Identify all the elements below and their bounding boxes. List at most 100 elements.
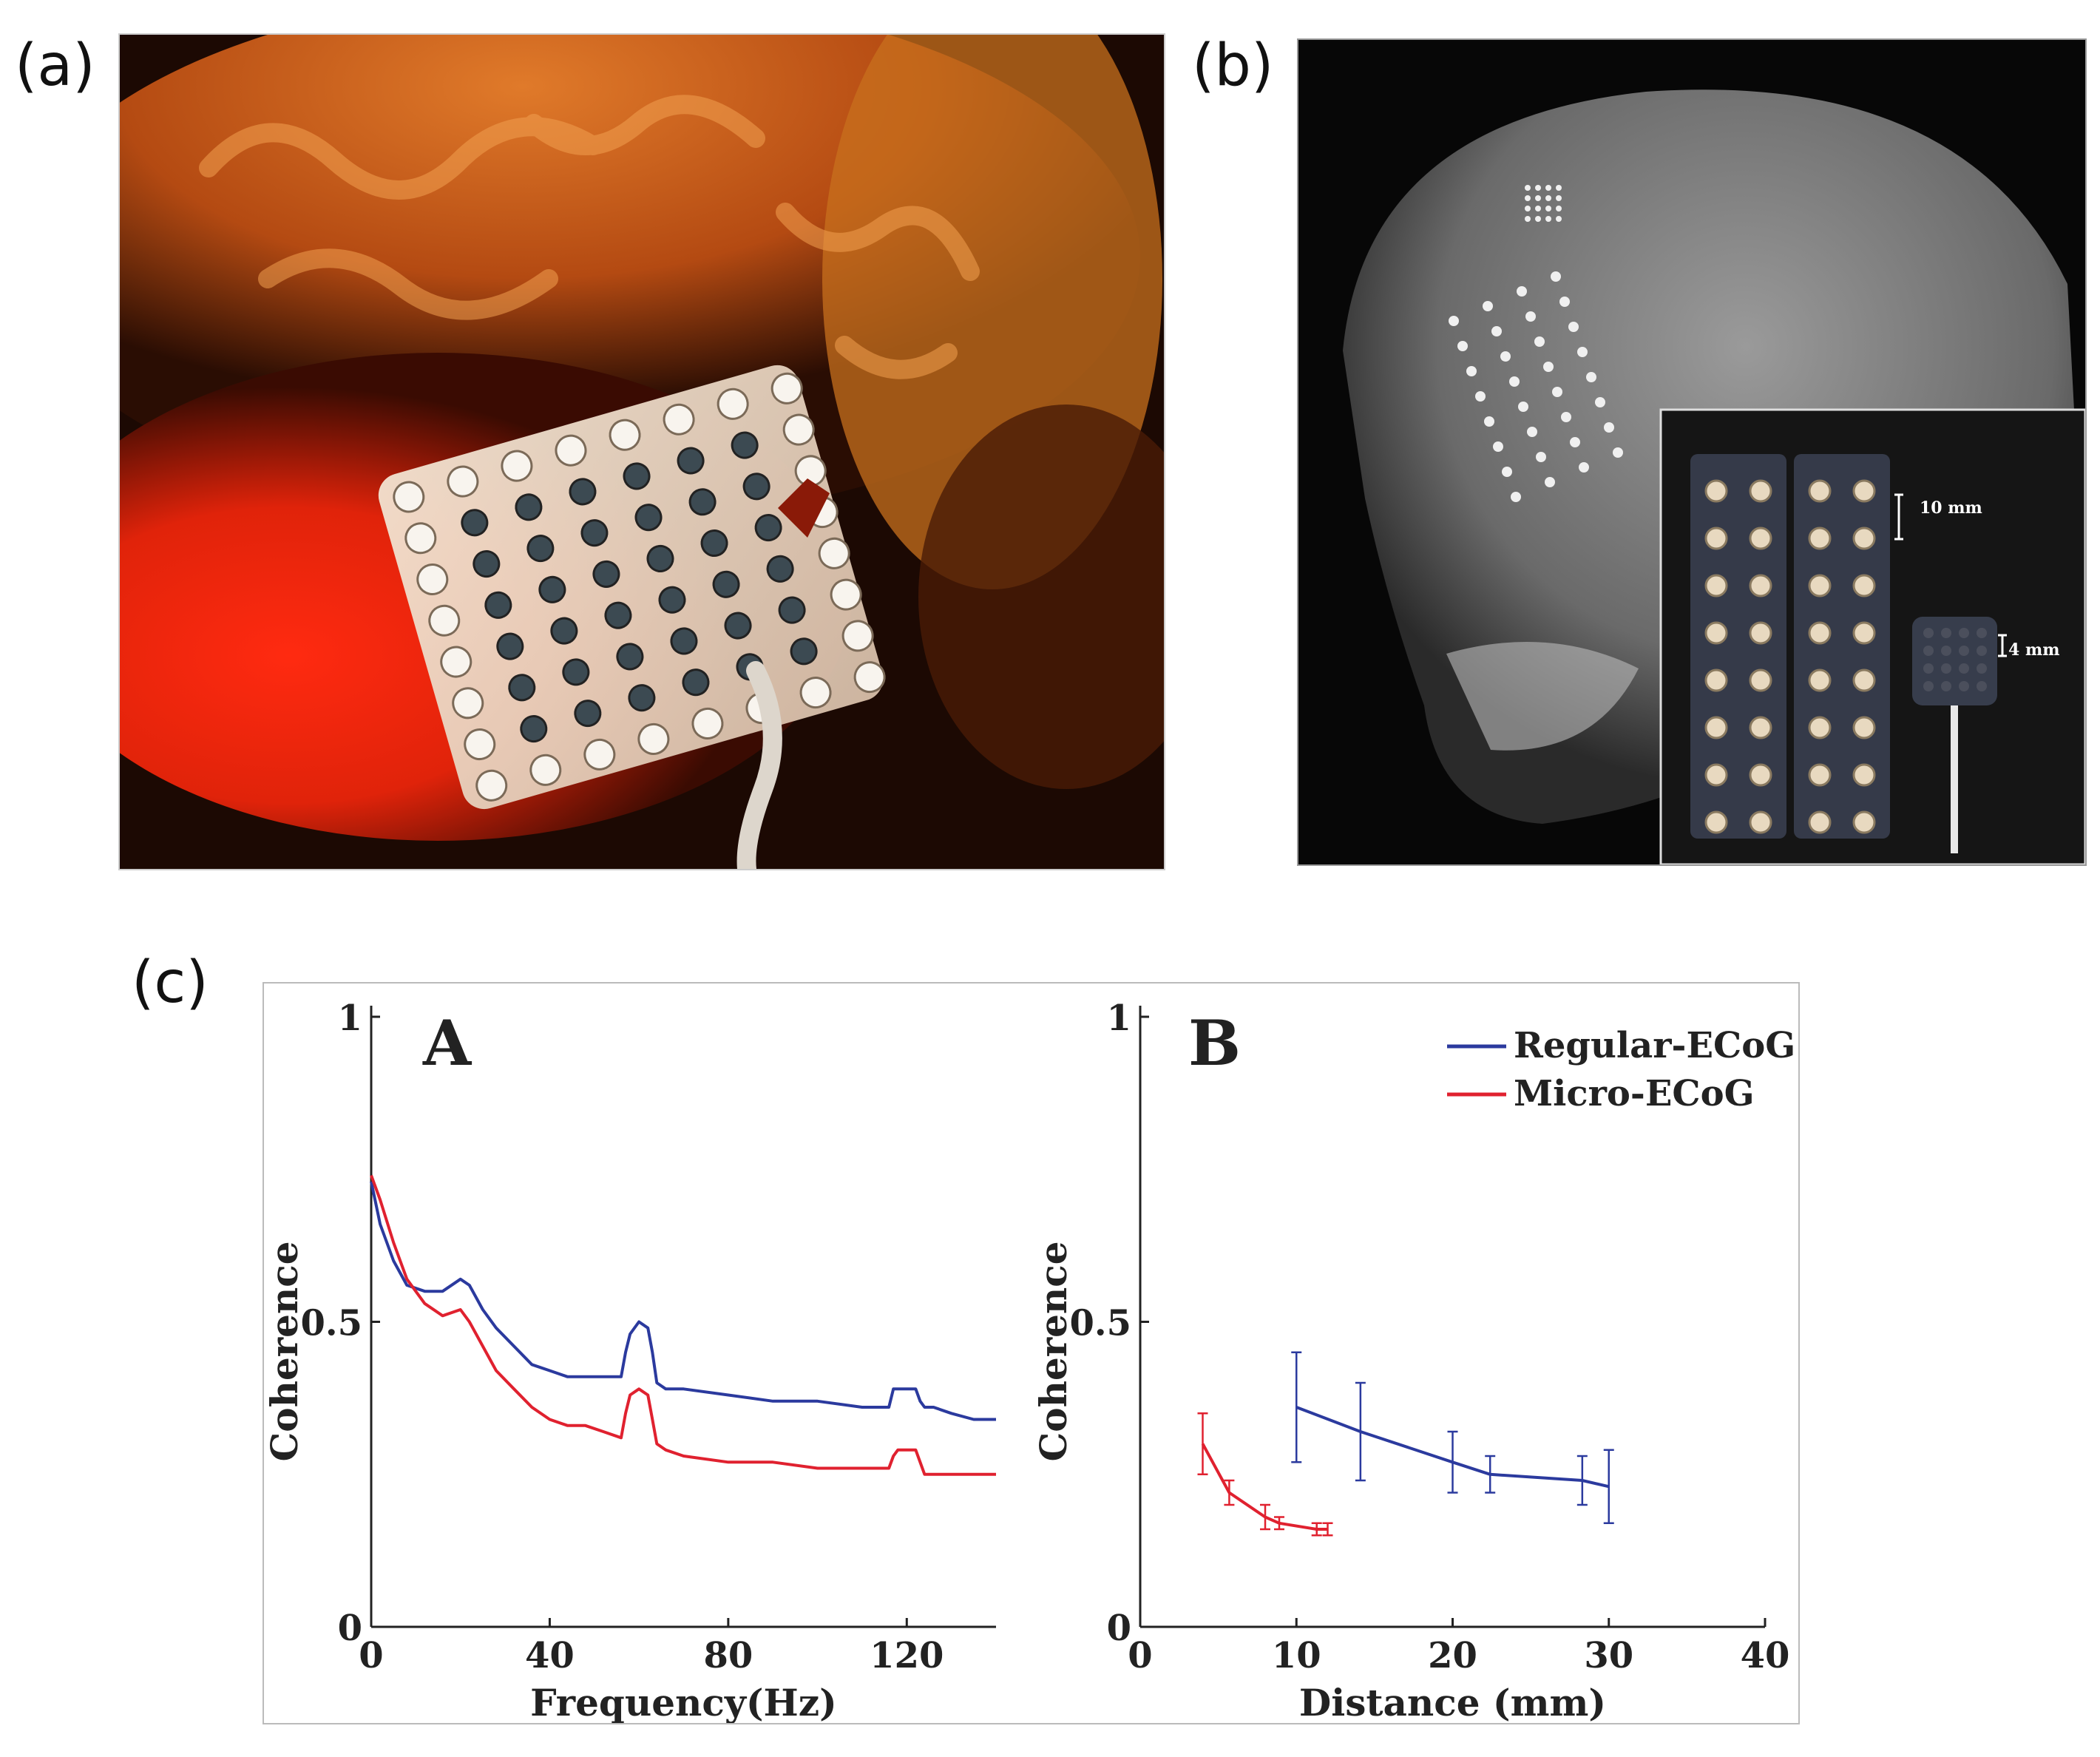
electrode-contact [691, 707, 724, 739]
spacing-4mm-label: 4 mm [2008, 640, 2060, 660]
inset-regular-electrode [1704, 763, 1728, 787]
electrode-contact [616, 643, 644, 671]
inset-regular-electrode [1749, 668, 1772, 692]
electrode-contact [574, 700, 602, 728]
inset-regular-electrode [1808, 810, 1832, 834]
xray-micro-dot [1525, 195, 1531, 201]
xray-electrode-dot [1543, 362, 1554, 372]
electrode-grid-photo [118, 33, 1165, 870]
inset-regular-electrode [1749, 527, 1772, 550]
y-tick-label: 1 [338, 998, 362, 1039]
xray-electrode-dot [1534, 336, 1545, 347]
xray-micro-dot [1535, 206, 1541, 211]
xray-electrode-dot [1449, 316, 1459, 326]
xray-electrode-dot [1518, 402, 1528, 412]
inset-regular-electrode [1852, 810, 1876, 834]
xray-electrode-dot [1457, 341, 1468, 351]
electrode-contact [658, 586, 686, 614]
skull-xray-photo: 10 mm 4 mm [1297, 38, 2087, 866]
xray-electrode-dot [1491, 326, 1502, 336]
inset-regular-electrode [1852, 621, 1876, 645]
xray-micro-dot [1535, 195, 1541, 201]
electrode-contact [440, 646, 472, 678]
panel-letter: B [1188, 1006, 1241, 1080]
electrode-contact [782, 413, 815, 446]
electrode-contact [646, 544, 674, 572]
inset-regular-electrode [1808, 479, 1832, 503]
inset-regular-electrode [1808, 621, 1832, 645]
electrode-contact [496, 632, 524, 660]
electrode-contact [623, 462, 651, 490]
xray-micro-dot [1525, 185, 1531, 191]
electrode-grid-illustration [120, 35, 1164, 869]
electrode-contact [428, 604, 461, 637]
xray-micro-dot [1545, 195, 1551, 201]
electrode-contact [688, 488, 717, 516]
xray-electrode-dot [1568, 322, 1579, 332]
inset-regular-electrode [1808, 716, 1832, 739]
x-axis-label: Distance (mm) [1299, 1681, 1606, 1723]
xray-electrode-dot [1527, 427, 1537, 437]
electrode-contact [799, 677, 832, 709]
xray-electrode-dot [1502, 467, 1512, 477]
electrode-contact [538, 575, 566, 603]
electrode-contact [583, 738, 616, 771]
xray-micro-dot [1556, 195, 1562, 201]
xray-electrode-dot [1551, 271, 1561, 282]
y-tick-label: 0.5 [1069, 1303, 1131, 1344]
x-tick-label: 20 [1428, 1635, 1477, 1676]
inset-regular-electrode [1704, 479, 1728, 503]
electrode-contact [628, 684, 656, 712]
inset-regular-electrode [1704, 716, 1728, 739]
xray-micro-dot [1525, 216, 1531, 222]
xray-electrode-dot [1484, 416, 1494, 427]
xray-electrode-dot [1525, 311, 1536, 322]
xray-micro-dot [1545, 216, 1551, 222]
series-line-micro-ecog [370, 1174, 996, 1476]
xray-micro-dot [1556, 185, 1562, 191]
electrode-contact [515, 493, 543, 521]
electrode-contact [472, 550, 501, 578]
y-tick-label: 0 [338, 1608, 362, 1649]
xray-electrode-dot [1595, 397, 1605, 407]
electrode-contact [700, 529, 728, 558]
y-tick-label: 0 [1107, 1608, 1131, 1649]
inset-regular-electrode [1808, 763, 1832, 787]
legend: Regular-ECoG Micro-ECoG [1447, 1025, 1795, 1114]
inset-regular-electrode [1749, 621, 1772, 645]
panel-letter: A [422, 1006, 472, 1080]
inset-regular-electrode [1808, 574, 1832, 597]
inset-regular-electrode [1704, 574, 1728, 597]
inset-regular-electrode [1852, 763, 1876, 787]
y-tick-label: 1 [1107, 998, 1131, 1039]
electrode-contact [841, 620, 874, 652]
electrode-contact [770, 372, 803, 404]
electrode-contact [670, 627, 698, 655]
y-tick-label: 0.5 [300, 1303, 362, 1344]
electrode-contact [484, 591, 512, 619]
inset-regular-electrode [1704, 668, 1728, 692]
electrode-contact [717, 387, 749, 420]
panel-a-chart: 0 40 80 120 0 0.5 1 Frequency(Hz) Coherence A [264, 998, 996, 1723]
electrode-contact [452, 687, 484, 720]
electrode-contact [508, 674, 536, 702]
inset-regular-electrode [1749, 716, 1772, 739]
electrode-contact [580, 519, 609, 547]
xray-electrode-dot [1517, 286, 1527, 297]
legend-label-regular: Regular-ECoG [1514, 1025, 1795, 1066]
xray-electrode-dot [1493, 441, 1503, 452]
electrode-contact [712, 570, 740, 598]
inset-regular-electrode [1852, 668, 1876, 692]
electrode-contact [853, 661, 886, 694]
electrode-contact [555, 434, 587, 467]
legend-label-micro: Micro-ECoG [1514, 1073, 1755, 1114]
xray-electrode-dot [1579, 462, 1589, 473]
xray-micro-dot [1545, 185, 1551, 191]
electrode-contact [754, 514, 782, 542]
electrode-contact [731, 431, 759, 459]
xray-micro-dot [1525, 206, 1531, 211]
inset-regular-electrode [1808, 668, 1832, 692]
electrode-contact [526, 535, 555, 563]
xray-electrode-dot [1561, 412, 1571, 422]
